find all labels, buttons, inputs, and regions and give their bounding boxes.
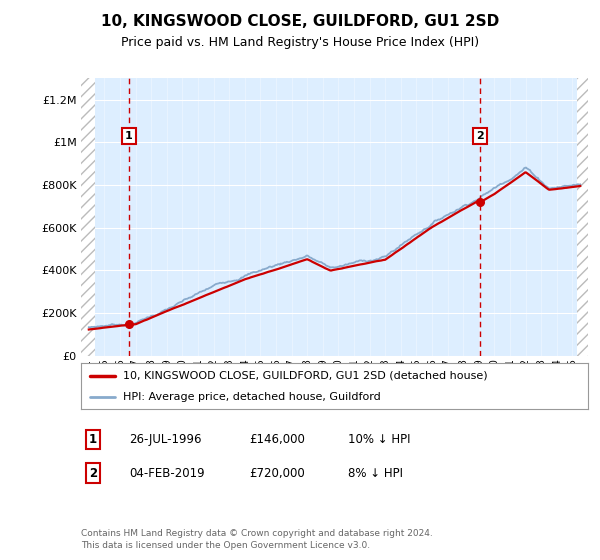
Text: Price paid vs. HM Land Registry's House Price Index (HPI): Price paid vs. HM Land Registry's House … [121, 36, 479, 49]
Text: 8% ↓ HPI: 8% ↓ HPI [348, 466, 403, 480]
Text: £146,000: £146,000 [249, 433, 305, 446]
Text: 2: 2 [476, 131, 484, 141]
Text: 10, KINGSWOOD CLOSE, GUILDFORD, GU1 2SD (detached house): 10, KINGSWOOD CLOSE, GUILDFORD, GU1 2SD … [122, 371, 487, 381]
Bar [81, 78, 95, 356]
Text: 10, KINGSWOOD CLOSE, GUILDFORD, GU1 2SD: 10, KINGSWOOD CLOSE, GUILDFORD, GU1 2SD [101, 14, 499, 29]
Text: HPI: Average price, detached house, Guildford: HPI: Average price, detached house, Guil… [122, 393, 380, 402]
Text: 1: 1 [89, 433, 97, 446]
Text: 2: 2 [89, 466, 97, 480]
Text: £720,000: £720,000 [249, 466, 305, 480]
Text: 04-FEB-2019: 04-FEB-2019 [129, 466, 205, 480]
Bar [577, 78, 588, 356]
Text: 26-JUL-1996: 26-JUL-1996 [129, 433, 202, 446]
Text: 10% ↓ HPI: 10% ↓ HPI [348, 433, 410, 446]
Text: Contains HM Land Registry data © Crown copyright and database right 2024.
This d: Contains HM Land Registry data © Crown c… [81, 529, 433, 550]
Text: 1: 1 [125, 131, 133, 141]
